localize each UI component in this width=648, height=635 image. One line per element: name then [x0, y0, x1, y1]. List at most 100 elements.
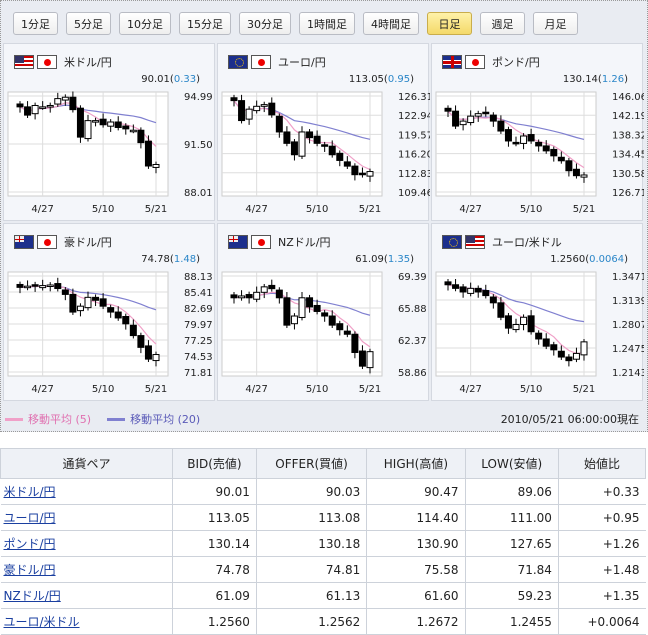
candle-body — [54, 98, 62, 105]
candle-body — [542, 145, 550, 152]
candle-body — [24, 106, 32, 116]
candle-body — [336, 323, 344, 331]
timeframe-button[interactable]: 4時間足 — [363, 12, 419, 35]
table-cell: 90.47 — [366, 478, 466, 505]
timeframe-button[interactable]: 15分足 — [179, 12, 231, 35]
x-tick-label: 5/21 — [573, 204, 595, 215]
timeframe-button[interactable]: 10分足 — [119, 12, 171, 35]
candle-body — [114, 311, 122, 319]
candle-body — [253, 291, 261, 300]
candle-body — [489, 114, 497, 122]
timeframe-button[interactable]: 週足 — [480, 12, 525, 35]
price: 61.09 — [355, 254, 384, 265]
candle-body — [565, 160, 573, 172]
candle-body — [343, 330, 351, 335]
candle-body — [122, 316, 130, 325]
y-tick-label: 109.46 — [398, 188, 430, 199]
table-cell: ユーロ/米ドル — [0, 608, 173, 635]
candle-body — [144, 345, 152, 360]
timeframe-button[interactable]: 月足 — [533, 12, 578, 35]
candle-body — [290, 315, 298, 325]
price: 90.01 — [141, 74, 170, 85]
candle-body — [565, 356, 573, 362]
table-cell: 127.65 — [464, 530, 559, 557]
table-row: 豪ドル/円 74.78 74.81 75.58 71.84 +1.48 — [0, 556, 646, 583]
timeframe-button[interactable]: 30分足 — [239, 12, 291, 35]
y-tick-label: 88.01 — [184, 188, 213, 199]
candle-body — [497, 302, 505, 318]
table-cell: 61.13 — [255, 582, 367, 609]
candle-body — [39, 285, 47, 289]
pair-name: ユーロ/米ドル — [492, 236, 562, 249]
timeframe-button[interactable]: 1分足 — [13, 12, 58, 35]
change: 1.35 — [387, 254, 411, 265]
candle-body — [489, 296, 497, 304]
candle-body — [444, 107, 452, 112]
pair-name: 米ドル/円 — [64, 56, 112, 69]
legend-ma5-label: 移動平均 (5) — [28, 413, 92, 426]
pair-link[interactable]: NZドル/円 — [3, 589, 61, 603]
table-cell: ポンド/円 — [0, 530, 173, 557]
column-header: BID(売値) — [172, 448, 257, 479]
timeframe-button[interactable]: 5分足 — [66, 12, 111, 35]
chart-panel[interactable]: 米ドル/円 90.01(0.33) 94.99 91.50 88.01 4/27 5/10… — [3, 43, 215, 221]
candle-body — [580, 174, 588, 178]
table-cell: 130.90 — [366, 530, 466, 557]
candle-body — [245, 294, 253, 299]
price: 1.2560 — [550, 254, 586, 265]
candle-body — [76, 305, 84, 312]
change: 0.33 — [173, 74, 197, 85]
table-cell: 130.14 — [172, 530, 257, 557]
candle-body — [260, 104, 268, 107]
column-header: HIGH(高値) — [366, 448, 466, 479]
pair-link[interactable]: ポンド/円 — [3, 537, 56, 551]
chart-panel[interactable]: 豪ドル/円 74.78(1.48) 88.13 85.41 82.69 79.97 77.… — [3, 223, 215, 401]
candle-body — [283, 297, 291, 326]
candle-body — [61, 96, 69, 101]
chart-panel[interactable]: ユーロ/米ドル 1.2560(0.0064) 1.3471 1.3139 1.2807… — [431, 223, 644, 401]
candle-body — [474, 287, 482, 293]
column-header: 通貨ペア — [0, 448, 173, 479]
table-cell: 111.00 — [464, 504, 559, 531]
timeframe-button[interactable]: 日足 — [427, 12, 472, 35]
quote: 130.14(1.26) — [562, 74, 628, 85]
candle-body — [69, 96, 77, 111]
price: 74.78 — [141, 254, 170, 265]
y-tick-label: 62.37 — [398, 336, 427, 347]
timeframe-button[interactable]: 1時間足 — [299, 12, 355, 35]
x-tick-label: 5/10 — [306, 204, 328, 215]
candle-body — [306, 297, 314, 308]
table-header: 通貨ペア BID(売値) OFFER(買値) HIGH(高値) LOW(安値) 始値比 — [0, 448, 647, 479]
flag-jp-icon — [37, 55, 57, 69]
y-tick-label: 134.45 — [612, 150, 644, 161]
candle-body — [129, 324, 137, 337]
table-cell: 90.01 — [172, 478, 257, 505]
y-tick-label: 119.57 — [398, 130, 430, 141]
candle-body — [321, 312, 329, 317]
table-cell: 1.2672 — [366, 608, 466, 635]
y-tick-label: 126.31 — [398, 92, 430, 103]
candlestick-chart: 126.31 122.94 119.57 116.20 112.83 109.46 4/27… — [221, 91, 430, 215]
pair-link[interactable]: ユーロ/円 — [3, 511, 56, 525]
x-tick-label: 5/21 — [573, 384, 595, 395]
candle-body — [268, 102, 276, 116]
pair-link[interactable]: ユーロ/米ドル — [3, 615, 80, 629]
chart-panel[interactable]: NZドル/円 61.09(1.35) 69.39 65.88 62.37 58.86 4/… — [217, 223, 429, 401]
candle-body — [268, 284, 276, 290]
pair-link[interactable]: 米ドル/円 — [3, 485, 56, 499]
chart-panel[interactable]: ポンド/円 130.14(1.26) 146.06 142.19 138.32 134.… — [431, 43, 644, 221]
candle-body — [351, 333, 359, 353]
candlestick-chart: 88.13 85.41 82.69 79.97 77.25 74.53 71.81 4/27 5… — [7, 271, 213, 395]
x-tick-label: 4/27 — [459, 384, 481, 395]
pair-link[interactable]: 豪ドル/円 — [3, 563, 56, 577]
legend-ma5: 移動平均 (5) — [5, 411, 91, 427]
flag-jp-icon — [37, 235, 57, 249]
y-tick-label: 146.06 — [612, 92, 644, 103]
chart-panel[interactable]: ユーロ/円 113.05(0.95) 126.31 122.94 119.57 116.… — [217, 43, 430, 221]
candle-body — [99, 298, 107, 307]
candlestick-chart: 94.99 91.50 88.01 4/27 5/10 5/21 — [7, 91, 213, 215]
table-cell: 61.60 — [366, 582, 466, 609]
candle-body — [497, 120, 505, 132]
candle-body — [504, 315, 512, 329]
candle-body — [512, 324, 520, 331]
